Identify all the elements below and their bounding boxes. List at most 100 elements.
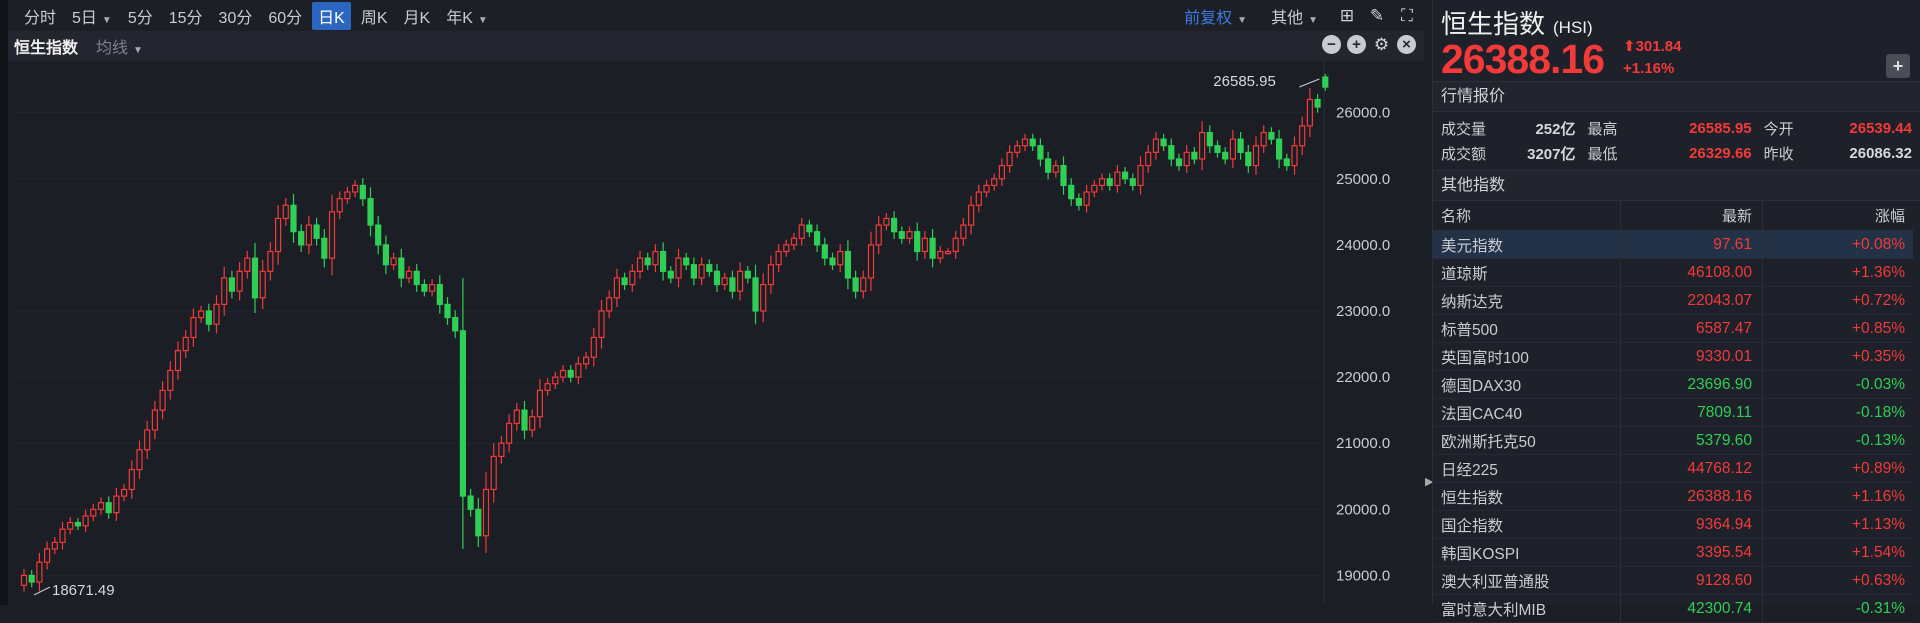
table-row[interactable]: 韩国KOSPI 3395.54 +1.54%	[1433, 539, 1913, 567]
candle-up	[182, 336, 189, 352]
fullscreen-icon[interactable]: ⛶	[1401, 5, 1413, 25]
table-row[interactable]: 国企指数 9364.94 +1.13%	[1433, 511, 1913, 539]
y-tick-label: 22000.0	[1336, 369, 1390, 386]
candle-up	[1252, 145, 1260, 167]
quote-stats: 成交量 252亿 最高 26585.95 今开 26539.44 成交额 3207亿 最低 263…	[1433, 112, 1920, 171]
table-row[interactable]: 标普500 6587.47 +0.85%	[1433, 315, 1913, 343]
candle-up	[837, 250, 844, 266]
index-pct: +0.08%	[1851, 235, 1905, 253]
table-row[interactable]: 德国DAX30 23696.90 -0.03%	[1433, 371, 1913, 399]
candle-down	[690, 264, 698, 279]
table-row[interactable]: 英国富时100 9330.01 +0.35%	[1433, 343, 1913, 371]
y-tick-label: 26000.0	[1336, 105, 1390, 122]
brush-icon[interactable]: ✎	[1369, 5, 1385, 25]
add-watchlist-button[interactable]: +	[1886, 54, 1910, 78]
period-label: 分时	[24, 9, 57, 27]
close-icon[interactable]: ×	[1397, 35, 1416, 54]
candle-up	[159, 389, 166, 411]
period-tab[interactable]: 30分	[213, 2, 259, 30]
period-tab[interactable]: 60分	[262, 2, 308, 30]
table-row[interactable]: 欧洲斯托克50 5379.60 -0.13%	[1433, 427, 1913, 455]
candle-down	[228, 277, 235, 292]
stat-value: 252亿	[1535, 121, 1576, 138]
table-row[interactable]: 道琼斯 46108.00 +1.36%	[1433, 259, 1913, 287]
col-name[interactable]: 名称	[1433, 201, 1621, 230]
col-pct[interactable]: 涨幅	[1874, 208, 1905, 225]
period-tab[interactable]: 月K	[398, 2, 437, 30]
index-name: 德国DAX30	[1433, 371, 1621, 398]
candle-up	[652, 250, 659, 266]
table-row[interactable]: 日经225 44768.12 +0.89%	[1433, 455, 1913, 483]
period-tab[interactable]: 分时	[18, 2, 62, 30]
chevron-down-icon: ▼	[477, 14, 488, 26]
gear-icon[interactable]: ⚙	[1373, 34, 1390, 54]
adjust-dropdown[interactable]: 前复权 ▼	[1178, 2, 1253, 30]
candle-down	[744, 270, 751, 279]
change-percent: +1.16%	[1623, 60, 1675, 77]
y-tick-label: 21000.0	[1336, 435, 1390, 452]
candle-down	[105, 502, 112, 514]
period-label: 日K	[318, 9, 345, 27]
candle-up	[1291, 145, 1298, 167]
ma-dropdown[interactable]: 均线 ▼	[96, 34, 143, 58]
candle-up	[336, 198, 343, 213]
symbol-name: 恒生指数	[1441, 9, 1546, 39]
candle-up	[937, 250, 944, 259]
period-tab[interactable]: 5分	[122, 2, 159, 30]
table-row[interactable]: 纳斯达克 22043.07 +0.72%	[1433, 287, 1913, 315]
candle-up	[128, 469, 135, 491]
candle-up	[721, 277, 728, 286]
index-name: 国企指数	[1433, 511, 1621, 538]
col-last[interactable]: 最新	[1621, 201, 1763, 230]
index-last: 7809.11	[1621, 399, 1763, 426]
period-tab[interactable]: 15分	[163, 2, 209, 30]
period-label: 60分	[268, 9, 303, 27]
table-row[interactable]: 美元指数 97.61 +0.08%	[1433, 231, 1913, 259]
candlestick-chart[interactable]: 26000.0 25000.0 24000.0 23000.0 22000.0 21000…	[16, 61, 1432, 605]
period-tab[interactable]: 年K ▼	[440, 2, 494, 30]
table-row[interactable]: 富时意大利MIB 42300.74 -0.31%	[1433, 595, 1913, 623]
table-row[interactable]: 恒生指数 26388.16 +1.16%	[1433, 483, 1913, 511]
period-tab[interactable]: 日K	[312, 1, 351, 30]
candle-down	[467, 495, 474, 510]
other-label: 其他	[1271, 9, 1304, 27]
candle-up	[582, 356, 590, 365]
low-label: 18671.49	[52, 582, 115, 599]
candle-up	[613, 277, 621, 299]
candle-down	[521, 409, 528, 431]
candle-up	[675, 257, 682, 279]
index-pct: +1.54%	[1851, 543, 1905, 561]
period-tab[interactable]: 5日 ▼	[66, 2, 118, 30]
index-last: 9128.60	[1621, 567, 1763, 594]
candle-down	[475, 508, 482, 537]
other-dropdown[interactable]: 其他 ▼	[1265, 2, 1324, 30]
table-row[interactable]: 法国CAC40 7809.11 -0.18%	[1433, 399, 1913, 427]
candle-up	[344, 191, 351, 200]
candle-up	[975, 191, 982, 206]
candle-down	[1175, 158, 1183, 167]
candle-down	[1214, 145, 1221, 153]
stat-value: 26086.32	[1849, 145, 1912, 162]
y-tick-label: 24000.0	[1336, 237, 1390, 254]
table-row[interactable]: 澳大利亚普通股 9128.60 +0.63%	[1433, 567, 1913, 595]
zoom-out-icon[interactable]: −	[1322, 35, 1341, 54]
index-pct: -0.18%	[1855, 403, 1905, 421]
period-label: 30分	[218, 9, 253, 27]
candle-down	[667, 270, 674, 279]
candle-up	[36, 561, 43, 583]
index-last: 26388.16	[1621, 483, 1763, 510]
expand-panel-icon[interactable]: ▶	[1425, 476, 1434, 488]
candle-down	[1283, 158, 1290, 167]
candle-down	[1191, 151, 1198, 160]
period-tab[interactable]: 周K	[355, 2, 394, 30]
stat-label: 昨收	[1763, 146, 1794, 163]
stat-label: 今开	[1763, 121, 1794, 138]
candle-up	[67, 521, 74, 530]
candle-down	[313, 224, 320, 239]
layout-grid-icon[interactable]: ⊞	[1339, 5, 1355, 25]
candle-up	[921, 237, 929, 253]
zoom-in-icon[interactable]: +	[1347, 35, 1366, 54]
candle-up	[513, 409, 520, 424]
candle-down	[621, 277, 628, 286]
candle-up	[952, 237, 959, 253]
